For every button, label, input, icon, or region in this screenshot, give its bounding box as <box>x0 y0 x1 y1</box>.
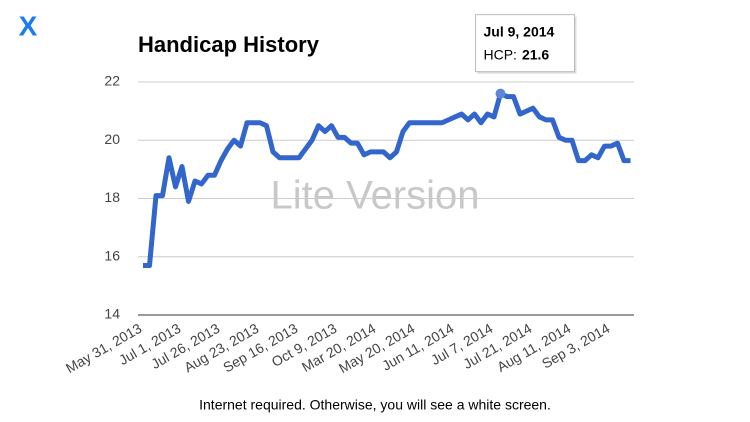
y-tick-label: 18 <box>104 189 120 205</box>
tooltip-box <box>475 14 575 73</box>
close-button[interactable]: X <box>19 10 38 41</box>
line <box>143 91 631 268</box>
tooltip-label: HCP: <box>484 46 517 62</box>
y-tick-label: 16 <box>104 247 120 263</box>
footer-note: Internet required. Otherwise, you will s… <box>199 397 551 413</box>
chart-title: Handicap History <box>138 32 320 57</box>
hover-point <box>495 88 506 99</box>
watermark: Lite Version <box>270 174 479 218</box>
y-tick-label: 22 <box>104 73 120 89</box>
tooltip-text: HCP: 21.6 <box>484 46 550 62</box>
y-tick-label: 14 <box>104 306 120 322</box>
tooltip-date: Jul 9, 2014 <box>484 23 555 39</box>
y-tick-label: 20 <box>104 131 120 147</box>
tooltip-value: 21.6 <box>522 46 549 62</box>
